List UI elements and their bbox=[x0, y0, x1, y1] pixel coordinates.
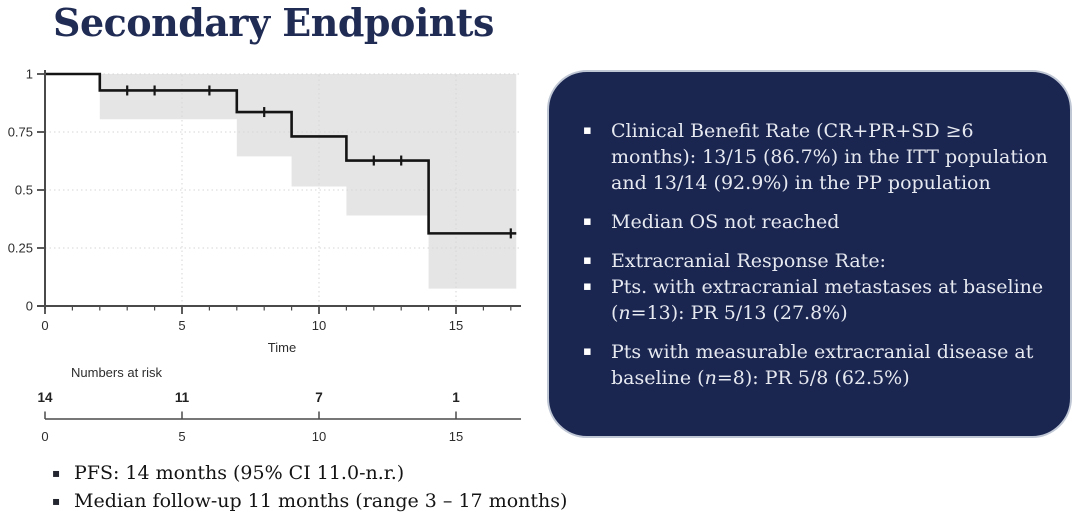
bullet-icon: ▪ bbox=[583, 214, 592, 229]
censor-marks bbox=[126, 85, 512, 239]
svg-text:0: 0 bbox=[41, 429, 48, 444]
footer-bullets: ▪ PFS: 14 months (95% CI 11.0-n.r.) ▪ Media… bbox=[52, 463, 567, 519]
list-item: ▪ Median follow-up 11 months (range 3 – 1… bbox=[52, 491, 567, 512]
ci-band bbox=[99, 74, 517, 289]
bullet-icon: ▪ bbox=[583, 344, 592, 359]
x-axis: 0 5 10 15 bbox=[37, 305, 522, 333]
page-title: Secondary Endpoints bbox=[53, 0, 494, 45]
y-axis: 0 0.25 0.5 0.75 1 bbox=[8, 67, 46, 314]
list-item-text: PFS: 14 months (95% CI 11.0-n.r.) bbox=[74, 462, 405, 484]
list-item: ▪ Extracranial Response Rate: bbox=[583, 248, 1056, 274]
endpoints-box: ▪ Clinical Benefit Rate (CR+PR+SD ≥6 mont… bbox=[547, 70, 1072, 438]
svg-text:7: 7 bbox=[315, 390, 323, 405]
list-item: ▪ PFS: 14 months (95% CI 11.0-n.r.) bbox=[52, 463, 567, 484]
svg-text:Numbers at risk: Numbers at risk bbox=[71, 365, 163, 380]
bullet-icon: ▪ bbox=[52, 494, 61, 508]
footer-list: ▪ PFS: 14 months (95% CI 11.0-n.r.) ▪ Media… bbox=[52, 463, 567, 512]
svg-text:10: 10 bbox=[312, 318, 326, 333]
bullet-icon: ▪ bbox=[52, 466, 61, 480]
x-axis-title: Time bbox=[268, 340, 296, 355]
svg-text:1: 1 bbox=[452, 390, 460, 405]
list-item-text: Pts. with extracranial metastases at bas… bbox=[611, 276, 1044, 324]
svg-text:11: 11 bbox=[175, 390, 190, 405]
bullet-icon: ▪ bbox=[583, 123, 592, 138]
list-item: ▪ Pts with measurable extracranial diseas… bbox=[583, 339, 1056, 391]
svg-text:15: 15 bbox=[449, 429, 463, 444]
svg-text:10: 10 bbox=[312, 429, 326, 444]
svg-text:0: 0 bbox=[41, 318, 48, 333]
list-item-text: Median follow-up 11 months (range 3 – 17… bbox=[74, 490, 568, 512]
list-item-text: Clinical Benefit Rate (CR+PR+SD ≥6 month… bbox=[611, 120, 1048, 194]
svg-text:5: 5 bbox=[178, 318, 185, 333]
list-item-text: Pts with measurable extracranial disease… bbox=[611, 341, 1034, 389]
svg-text:14: 14 bbox=[37, 390, 53, 405]
svg-text:1: 1 bbox=[26, 67, 33, 82]
svg-text:0.75: 0.75 bbox=[8, 125, 33, 140]
bullet-icon: ▪ bbox=[583, 253, 592, 268]
svg-text:0.5: 0.5 bbox=[15, 183, 33, 198]
km-curve bbox=[45, 72, 517, 235]
svg-text:0: 0 bbox=[26, 299, 33, 314]
endpoints-list: ▪ Clinical Benefit Rate (CR+PR+SD ≥6 mont… bbox=[583, 118, 1056, 391]
list-item: ▪ Pts. with extracranial metastases at ba… bbox=[583, 274, 1056, 326]
list-item-text: Median OS not reached bbox=[611, 211, 840, 233]
bullet-icon: ▪ bbox=[583, 279, 592, 294]
svg-text:0.25: 0.25 bbox=[8, 241, 33, 256]
list-item: ▪ Clinical Benefit Rate (CR+PR+SD ≥6 mont… bbox=[583, 118, 1056, 196]
svg-text:15: 15 bbox=[449, 318, 463, 333]
list-item-text: Extracranial Response Rate: bbox=[611, 250, 886, 272]
svg-text:5: 5 bbox=[178, 429, 185, 444]
list-item: ▪ Median OS not reached bbox=[583, 209, 1056, 235]
km-chart: 0 5 10 15 0 0.25 0.5 0.75 1 Time Numbers at risk 14… bbox=[8, 58, 538, 450]
svg-text:Time: Time bbox=[268, 340, 296, 355]
